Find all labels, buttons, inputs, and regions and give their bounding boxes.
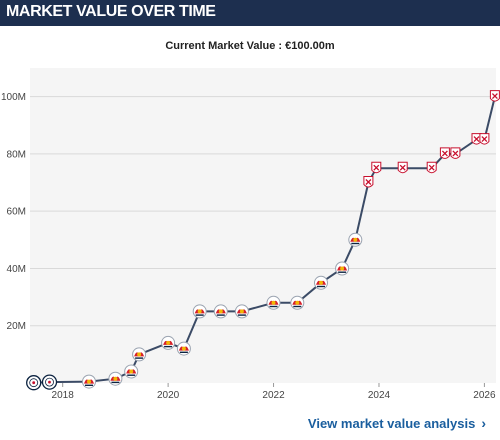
club2-badge-icon[interactable] [348, 232, 363, 247]
current-market-value: Current Market Value : €100.00m [165, 40, 335, 52]
gridlines [30, 96, 496, 327]
plot-area [30, 68, 496, 383]
x-tick-label: 2022 [262, 390, 285, 401]
club3-badge-icon[interactable] [479, 133, 490, 145]
section-title: MARKET VALUE OVER TIME [6, 3, 216, 20]
club2-badge-icon[interactable] [290, 295, 305, 310]
club2-badge-icon[interactable] [335, 261, 350, 276]
club2-badge-icon[interactable] [266, 295, 281, 310]
x-tick-label: 2026 [473, 390, 496, 401]
club2-badge-icon[interactable] [132, 347, 147, 362]
club1-badge-icon[interactable] [26, 375, 42, 391]
y-tick-label: 80M [7, 149, 26, 160]
club2-badge-icon[interactable] [124, 364, 139, 379]
x-tick-label: 2020 [157, 390, 180, 401]
chevron-right-icon: › [481, 415, 486, 431]
section-header: MARKET VALUE OVER TIME [0, 0, 500, 26]
club3-badge-icon[interactable] [426, 161, 437, 174]
club3-badge-icon[interactable] [439, 147, 450, 159]
x-tick-label: 2018 [52, 390, 75, 401]
link-label: View market value analysis [307, 416, 476, 431]
y-tick-label: 20M [7, 321, 26, 332]
club2-badge-icon[interactable] [176, 341, 191, 356]
club1-badge-icon[interactable] [41, 374, 58, 390]
y-axis-ticks: 20M 40M 60M 80M 100M [1, 92, 26, 332]
club2-badge-icon[interactable] [161, 335, 176, 350]
y-tick-label: 40M [7, 264, 26, 275]
club3-badge-icon[interactable] [489, 90, 500, 102]
club2-badge-icon[interactable] [108, 371, 123, 386]
club2-badge-icon[interactable] [82, 374, 96, 389]
club2-badge-icon[interactable] [213, 304, 228, 319]
y-tick-label: 100M [1, 92, 26, 103]
club2-badge-icon[interactable] [192, 304, 207, 319]
club3-badge-icon[interactable] [371, 161, 382, 174]
x-tick-label: 2024 [368, 390, 391, 401]
club3-badge-icon[interactable] [450, 147, 461, 159]
club2-badge-icon[interactable] [314, 275, 328, 290]
club3-badge-icon[interactable] [397, 161, 408, 174]
x-axis-ticks: 2018 2020 2022 2024 2026 [52, 383, 496, 401]
club3-badge-icon[interactable] [363, 176, 374, 188]
data-markers[interactable] [26, 90, 500, 391]
view-analysis-link[interactable]: View market value analysis › [308, 415, 486, 431]
y-tick-label: 60M [7, 207, 26, 218]
club2-badge-icon[interactable] [234, 304, 249, 319]
